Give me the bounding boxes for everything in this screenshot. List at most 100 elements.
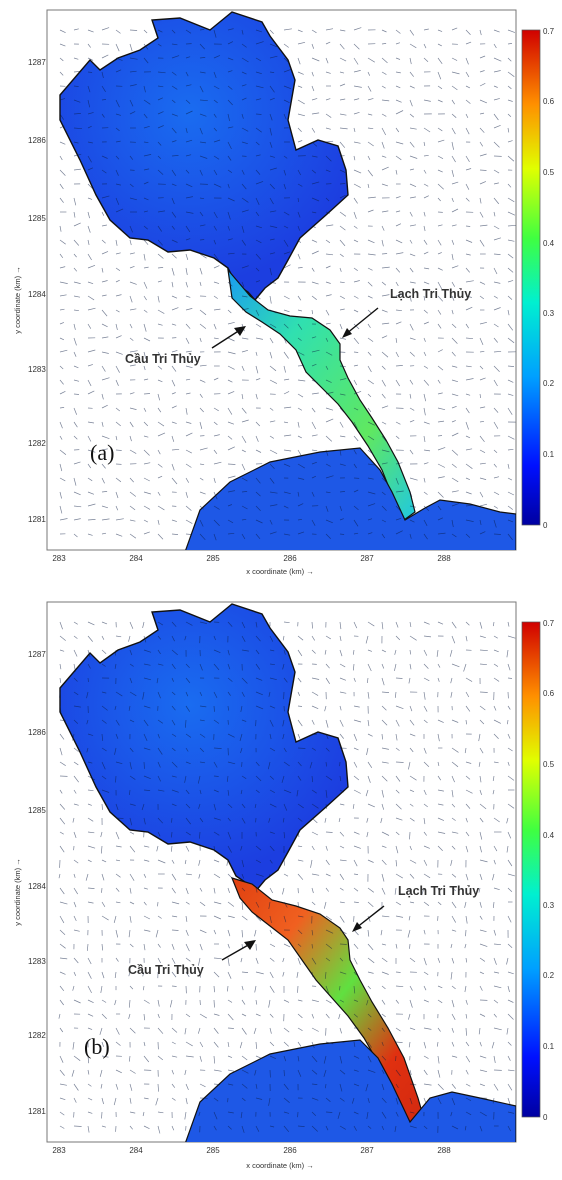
velocity-arrow — [480, 692, 488, 693]
colorbar-gradient — [522, 622, 540, 1117]
velocity-arrow — [200, 240, 204, 241]
x-tick-287: 287 — [360, 1146, 374, 1155]
velocity-arrow — [494, 534, 501, 535]
x-tick-284: 284 — [129, 1146, 143, 1155]
velocity-arrow — [326, 1112, 332, 1113]
y-tick-1287: 1287 — [28, 650, 46, 659]
x-tick-285: 285 — [206, 554, 220, 563]
velocity-arrow — [186, 534, 191, 535]
x-axis-label: x coordinate (km) → — [246, 1161, 314, 1170]
annotation-cau-tri-thuy: Cầu Tri Thủy — [128, 963, 204, 977]
velocity-arrow — [144, 762, 145, 769]
velocity-arrow — [354, 352, 358, 353]
velocity-arrow — [144, 394, 150, 395]
y-tick-1286: 1286 — [28, 728, 46, 737]
x-tick-285: 285 — [206, 1146, 220, 1155]
velocity-arrow — [396, 762, 404, 763]
map-panel-b: 1287 1286 1285 1284 1283 1282 1281 y coo… — [0, 588, 562, 1175]
velocity-arrow — [158, 902, 159, 906]
panel-letter-a: (a) — [90, 440, 114, 465]
velocity-arrow — [396, 678, 403, 679]
velocity-arrow — [326, 832, 333, 833]
y-tick-1282: 1282 — [28, 439, 46, 448]
velocity-arrow — [102, 888, 103, 893]
velocity-arrow — [396, 972, 401, 973]
x-tick-283: 283 — [52, 1146, 66, 1155]
velocity-arrow — [298, 902, 299, 907]
colorbar: 0.7 0.6 0.5 0.4 0.3 0.2 0.1 0 — [522, 27, 555, 530]
x-tick-283: 283 — [52, 554, 66, 563]
velocity-arrow — [256, 114, 262, 115]
velocity-arrow — [172, 986, 177, 987]
colorbar-tick-0: 0 — [543, 521, 548, 530]
colorbar-tick-0.1: 0.1 — [543, 1042, 555, 1051]
y-tick-1282: 1282 — [28, 1031, 46, 1040]
velocity-arrow — [284, 1070, 285, 1076]
y-axis-label: y coordinate (km) → — [13, 266, 22, 334]
y-tick-1285: 1285 — [28, 806, 46, 815]
y-tick-1286: 1286 — [28, 136, 46, 145]
velocity-arrow — [172, 930, 179, 931]
y-axis-label: y coordinate (km) → — [13, 858, 22, 926]
y-tick-1287: 1287 — [28, 58, 46, 67]
velocity-arrow — [340, 986, 341, 990]
colorbar-tick-0.5: 0.5 — [543, 760, 555, 769]
velocity-arrow — [396, 1056, 397, 1061]
velocity-arrow — [102, 804, 103, 810]
velocity-arrow — [382, 254, 387, 255]
colorbar-tick-0.7: 0.7 — [543, 27, 555, 36]
colorbar-tick-0.3: 0.3 — [543, 901, 555, 910]
velocity-arrow — [340, 534, 344, 535]
colorbar-tick-0.2: 0.2 — [543, 379, 555, 388]
y-tick-1281: 1281 — [28, 515, 46, 524]
colorbar-tick-0.4: 0.4 — [543, 239, 555, 248]
y-tick-1281: 1281 — [28, 1107, 46, 1116]
colorbar-tick-0: 0 — [543, 1113, 548, 1122]
annotation-lach-tri-thuy: Lạch Tri Thủy — [390, 287, 471, 301]
velocity-arrow — [480, 170, 487, 171]
y-axis: 1287 1286 1285 1284 1283 1282 1281 y coo… — [13, 58, 46, 524]
velocity-arrow — [88, 678, 89, 682]
velocity-arrow — [74, 394, 79, 395]
x-axis: 283 284 285 286 287 288 x coordinate (km… — [52, 554, 451, 576]
panel-letter-b: (b) — [84, 1034, 110, 1059]
x-tick-284: 284 — [129, 554, 143, 563]
velocity-arrow — [298, 706, 302, 707]
x-tick-288: 288 — [437, 554, 451, 563]
y-tick-1284: 1284 — [28, 882, 46, 891]
x-tick-286: 286 — [283, 1146, 297, 1155]
x-axis: 283 284 285 286 287 288 x coordinate (km… — [52, 1146, 451, 1170]
velocity-arrow — [438, 436, 442, 437]
velocity-arrow — [116, 450, 122, 451]
y-axis: 1287 1286 1285 1284 1283 1282 1281 y coo… — [13, 650, 46, 1116]
velocity-arrow — [88, 72, 92, 73]
x-tick-286: 286 — [283, 554, 297, 563]
velocity-arrow — [340, 944, 347, 945]
velocity-arrow — [466, 930, 467, 936]
velocity-arrow — [214, 1000, 215, 1008]
velocity-arrow — [508, 678, 512, 679]
velocity-arrow — [172, 818, 173, 823]
annotation-cau-tri-thuy: Cầu Tri Thủy — [125, 352, 201, 366]
velocity-arrow — [102, 1112, 103, 1119]
y-tick-1284: 1284 — [28, 290, 46, 299]
x-tick-287: 287 — [360, 554, 374, 563]
velocity-arrow — [74, 1126, 82, 1127]
colorbar-tick-0.5: 0.5 — [543, 168, 555, 177]
velocity-arrow — [340, 184, 345, 185]
colorbar-tick-0.6: 0.6 — [543, 689, 555, 698]
colorbar-gradient — [522, 30, 540, 525]
velocity-arrow — [214, 706, 215, 712]
colorbar-tick-0.2: 0.2 — [543, 971, 555, 980]
y-tick-1283: 1283 — [28, 957, 46, 966]
velocity-arrow — [130, 30, 137, 31]
colorbar: 0.7 0.6 0.5 0.4 0.3 0.2 0.1 0 — [522, 619, 555, 1122]
velocity-arrow — [410, 832, 411, 839]
x-tick-288: 288 — [437, 1146, 451, 1155]
annotation-lach-tri-thuy: Lạch Tri Thủy — [398, 884, 479, 898]
velocity-arrow — [298, 986, 299, 993]
y-tick-1285: 1285 — [28, 214, 46, 223]
velocity-arrow — [116, 818, 124, 819]
map-panel-a: 1287 1286 1285 1284 1283 1282 1281 y coo… — [0, 0, 562, 587]
velocity-arrow — [214, 776, 219, 777]
